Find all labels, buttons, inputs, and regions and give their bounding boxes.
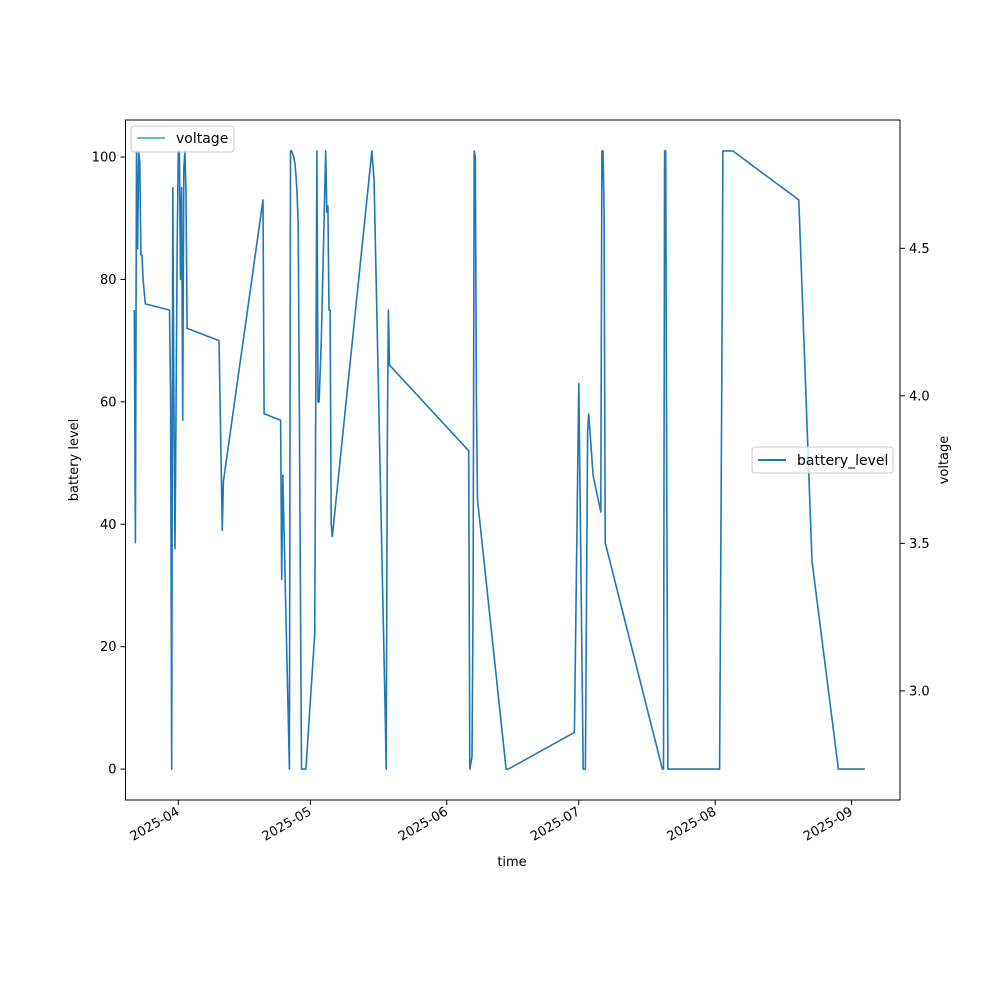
x-axis-ticks: 2025-04 2025-05 2025-06 2025-07 2025-08 2025-… (128, 800, 856, 845)
legend-battery-level-box (751, 446, 894, 474)
y-tick-label: 80 (100, 273, 117, 288)
y2-tick-label: 4.5 (909, 242, 930, 257)
x-tick-label: 2025-09 (801, 804, 856, 844)
series-layer (133, 150, 865, 770)
legend-battery-level-label: battery_level (797, 453, 888, 469)
y-axis-label: battery level (67, 419, 82, 502)
series-line-battery-level (133, 150, 865, 770)
y2-tick-label: 3.5 (909, 537, 930, 552)
legend-voltage: voltage (130, 125, 235, 153)
legend-voltage-box (130, 125, 235, 153)
plot-frame (125, 119, 901, 801)
y2-axis-ticks: 3.0 3.5 4.0 4.5 (900, 242, 930, 699)
y2-tick-label: 4.0 (909, 389, 930, 404)
y-tick-label: 60 (100, 395, 117, 410)
y-tick-label: 20 (100, 640, 117, 655)
x-tick-label: 2025-06 (396, 804, 451, 844)
x-axis-label: time (497, 855, 526, 870)
y-tick-label: 100 (92, 151, 117, 166)
y2-tick-label: 3.0 (909, 684, 930, 699)
x-tick-label: 2025-05 (260, 804, 315, 844)
y-axis-ticks: 0 20 40 60 80 100 (92, 151, 126, 778)
y-tick-label: 0 (108, 763, 116, 778)
x-tick-label: 2025-04 (128, 804, 183, 844)
legend-battery-level: battery_level (751, 446, 894, 474)
x-tick-label: 2025-08 (665, 804, 720, 844)
y-tick-label: 40 (100, 518, 117, 533)
legend-voltage-label: voltage (176, 131, 228, 147)
x-tick-label: 2025-07 (528, 804, 583, 844)
y2-axis-label: voltage (937, 436, 952, 485)
